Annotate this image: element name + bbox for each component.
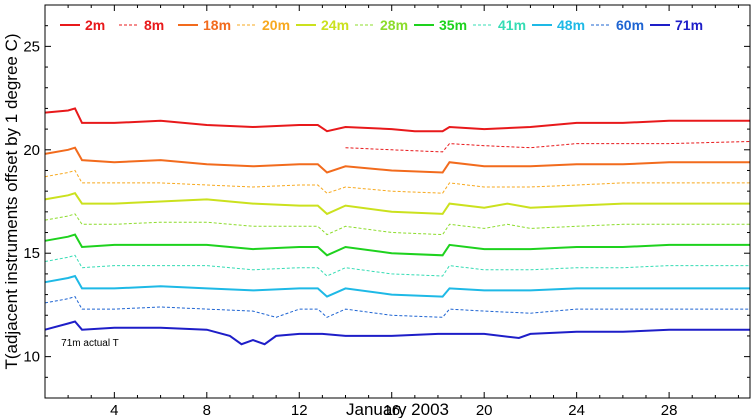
legend-label-35m: 35m: [439, 17, 467, 33]
legend-label-18m: 18m: [203, 17, 231, 33]
plot-frame: [44, 4, 751, 399]
legend-label-48m: 48m: [557, 17, 585, 33]
series-line-35m: [44, 233, 750, 257]
x-tick-label: 12: [291, 402, 308, 418]
legend: 2m 8m 18m 20m 24m 28m 35m 41m 48m 60m 71m: [60, 17, 703, 33]
series-line-28m: [44, 213, 750, 236]
series-line-8m: [345, 141, 751, 153]
y-tick-label: 20: [23, 142, 40, 159]
axis-layer: 10 15 20 25 4 8 12 16 20 24 28: [23, 4, 751, 418]
x-tick-label: 8: [203, 402, 211, 418]
y-tick-label: 15: [23, 245, 40, 262]
annotation-71m-actual-t: 71m actual T: [61, 338, 119, 349]
x-tick-label: 20: [476, 402, 493, 418]
series-line-41m: [44, 254, 750, 277]
series-line-60m: [44, 296, 750, 318]
x-tick-label: 16: [383, 402, 400, 418]
y-tick-label: 25: [23, 38, 40, 55]
series-line-24m: [44, 192, 750, 216]
legend-label-24m: 24m: [321, 17, 349, 33]
x-tick-label: 24: [568, 402, 585, 418]
series-line-71m: [44, 320, 750, 346]
x-tick-label: 4: [110, 402, 118, 418]
y-axis-title: T(adjacent instruments offset by 1 degre…: [2, 33, 21, 369]
legend-label-71m: 71m: [675, 17, 703, 33]
legend-label-8m: 8m: [144, 17, 164, 33]
x-tick-label: 28: [661, 402, 678, 418]
series-line-20m: [44, 169, 750, 194]
y-tick-label: 10: [23, 349, 40, 366]
series-line-48m: [44, 274, 750, 298]
x-axis-title: January 2003: [346, 400, 449, 418]
legend-label-41m: 41m: [498, 17, 526, 33]
legend-label-20m: 20m: [262, 17, 290, 33]
series-line-2m: [44, 107, 750, 133]
series-layer: [44, 107, 751, 346]
series-line-18m: [44, 146, 750, 174]
legend-label-2m: 2m: [85, 17, 105, 33]
legend-label-28m: 28m: [380, 17, 408, 33]
legend-label-60m: 60m: [616, 17, 644, 33]
